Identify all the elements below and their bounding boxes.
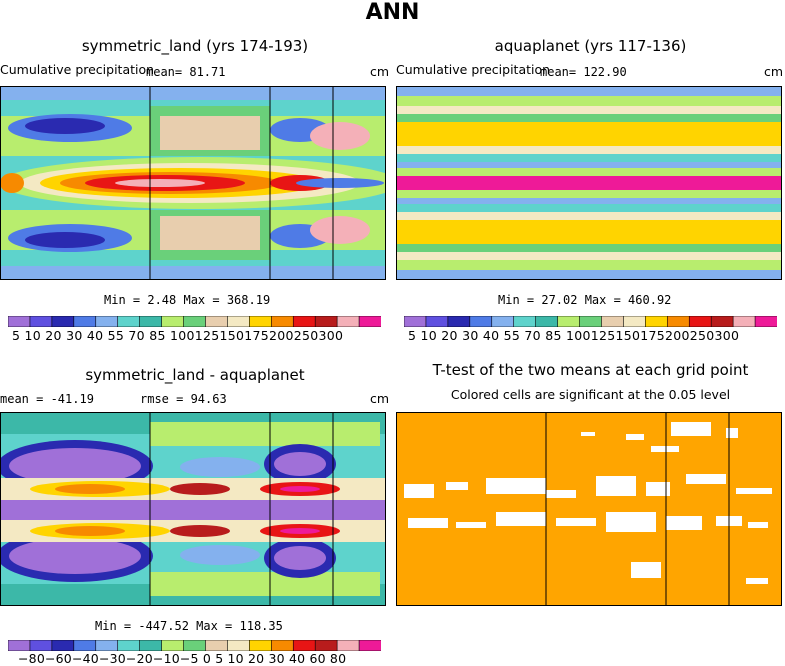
panel4-subtitle: Colored cells are significant at the 0.0… xyxy=(450,387,731,402)
colorbar-swatch xyxy=(95,316,119,327)
panel1-title: symmetric_land (yrs 174-193) xyxy=(81,37,309,55)
colorbar-swatch xyxy=(358,640,381,651)
colorbar-swatch xyxy=(469,316,493,327)
panel4-title: T-test of the two means at each grid poi… xyxy=(432,361,749,379)
colorbar-swatch xyxy=(139,640,163,651)
panel1-colorbar-ticks: 5 10 20 30 40 55 70 85 10012515017520025… xyxy=(12,328,344,343)
panel3-title: symmetric_land - aquaplanet xyxy=(85,366,305,384)
colorbar-swatch xyxy=(491,316,515,327)
figure-title: ANN xyxy=(365,0,420,25)
colorbar-swatch xyxy=(447,316,471,327)
colorbar-swatch xyxy=(227,316,250,327)
panel1-mean: mean= 81.71 xyxy=(146,65,226,79)
colorbar-swatch xyxy=(425,316,449,327)
panel1-left-label: Cumulative precipitation xyxy=(0,62,155,77)
colorbar-swatch xyxy=(314,640,338,651)
colorbar-swatch xyxy=(557,316,581,327)
colorbar-swatch xyxy=(51,316,75,327)
panel2-title: aquaplanet (yrs 117-136) xyxy=(494,37,687,55)
colorbar-swatch xyxy=(601,316,625,327)
colorbar-swatch xyxy=(404,316,427,327)
colorbar-swatch xyxy=(270,640,294,651)
colorbar-swatch xyxy=(645,316,668,327)
colorbar-swatch xyxy=(117,640,141,651)
colorbar-swatch xyxy=(51,640,75,651)
panel3-colorbar xyxy=(8,640,381,651)
colorbar-swatch xyxy=(535,316,559,327)
panel3-unit: cm xyxy=(370,391,390,406)
colorbar-swatch xyxy=(754,316,777,327)
panel2-mean: mean= 122.90 xyxy=(540,65,627,79)
colorbar-swatch xyxy=(270,316,294,327)
colorbar-swatch xyxy=(29,316,53,327)
colorbar-swatch xyxy=(161,640,185,651)
colorbar-swatch xyxy=(336,640,360,651)
colorbar-swatch xyxy=(227,640,250,651)
colorbar-swatch xyxy=(623,316,646,327)
colorbar-swatch xyxy=(710,316,734,327)
colorbar-swatch xyxy=(205,640,229,651)
colorbar-swatch xyxy=(358,316,381,327)
colorbar-swatch xyxy=(513,316,537,327)
panel3-colorbar-ticks: −80−60−40−30−20−10−5 0 5 10 20 30 40 60 … xyxy=(18,651,347,666)
panel4-map xyxy=(396,412,782,606)
panel2-stats: Min = 27.02 Max = 460.92 xyxy=(498,293,672,307)
colorbar-swatch xyxy=(205,316,229,327)
colorbar-swatch xyxy=(95,640,119,651)
colorbar-swatch xyxy=(666,316,690,327)
colorbar-swatch xyxy=(732,316,756,327)
panel2-colorbar-ticks: 5 10 20 30 40 55 70 85 10012515017520025… xyxy=(408,328,740,343)
colorbar-swatch xyxy=(183,316,207,327)
panel3-rmse: rmse = 94.63 xyxy=(140,392,227,406)
panel2-left-label: Cumulative precipitation xyxy=(396,62,551,77)
colorbar-swatch xyxy=(29,640,53,651)
panel1-unit: cm xyxy=(370,64,390,79)
colorbar-swatch xyxy=(183,640,207,651)
colorbar-swatch xyxy=(314,316,338,327)
panel1-map xyxy=(0,86,386,280)
colorbar-swatch xyxy=(249,316,272,327)
colorbar-swatch xyxy=(249,640,272,651)
colorbar-swatch xyxy=(688,316,712,327)
colorbar-swatch xyxy=(8,640,31,651)
colorbar-swatch xyxy=(579,316,603,327)
colorbar-swatch xyxy=(73,640,97,651)
panel2-map xyxy=(396,86,782,280)
colorbar-swatch xyxy=(73,316,97,327)
panel3-mean: mean = -41.19 xyxy=(0,392,94,406)
panel2-unit: cm xyxy=(764,64,784,79)
panel3-map xyxy=(0,412,386,606)
colorbar-swatch xyxy=(292,316,316,327)
panel2-colorbar xyxy=(404,316,777,327)
panel1-stats: Min = 2.48 Max = 368.19 xyxy=(104,293,271,307)
colorbar-swatch xyxy=(139,316,163,327)
colorbar-swatch xyxy=(117,316,141,327)
colorbar-swatch xyxy=(8,316,31,327)
colorbar-swatch xyxy=(336,316,360,327)
panel3-stats: Min = -447.52 Max = 118.35 xyxy=(95,619,283,633)
panel1-colorbar xyxy=(8,316,381,327)
colorbar-swatch xyxy=(292,640,316,651)
colorbar-swatch xyxy=(161,316,185,327)
